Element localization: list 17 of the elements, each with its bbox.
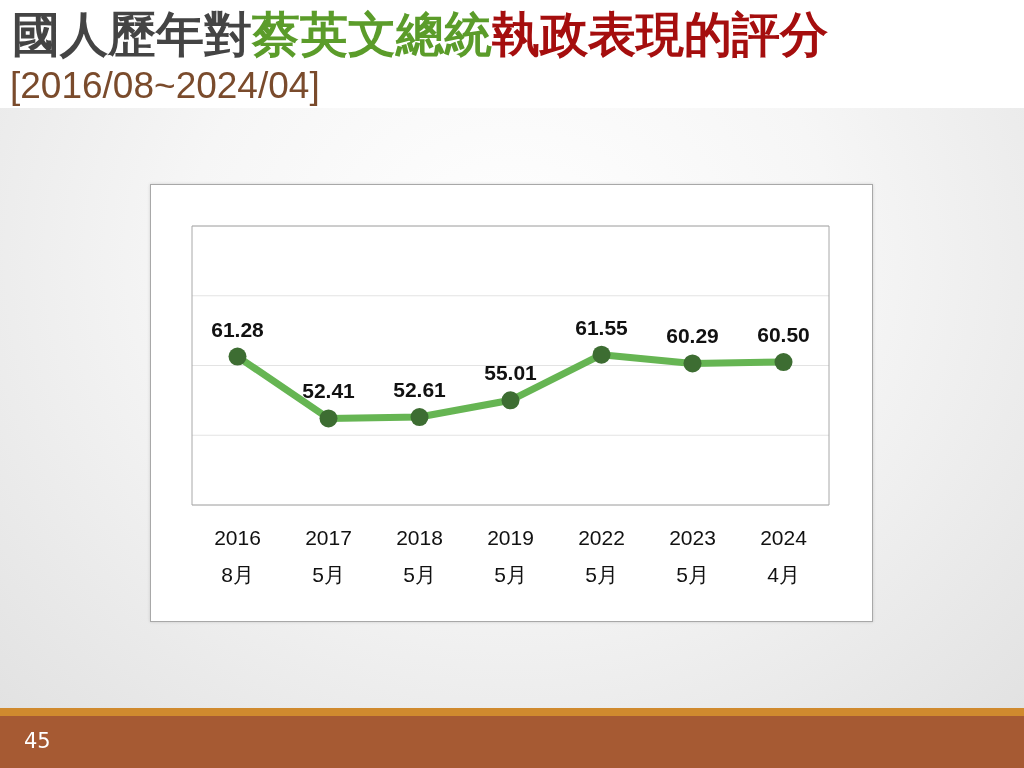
data-label: 60.29 — [666, 324, 719, 348]
x-tick-label: 2024 4月 — [760, 526, 808, 586]
x-tick-label: 2023 5月 — [669, 526, 716, 586]
text: 45 — [24, 729, 51, 753]
data-label: 52.61 — [393, 378, 447, 402]
x-tick-label: 2017 5月 — [305, 526, 352, 586]
data-label: 61.28 — [211, 317, 265, 341]
data-label: 55.01 — [484, 361, 538, 385]
chart-title: 國人歷年對蔡英文總統執政表現的評分 — [12, 6, 828, 62]
x-tick-label: 2022 5月 — [578, 526, 625, 586]
chart-subtitle: [2016/08~2024/04] — [10, 65, 320, 106]
data-label: 52.41 — [302, 379, 356, 403]
data-label: 60.50 — [757, 323, 810, 347]
x-tick-label: 2019 5月 — [487, 526, 534, 586]
x-tick-label: 2016 8月 — [214, 526, 261, 586]
data-label: 61.55 — [575, 315, 629, 339]
x-tick-label: 2018 5月 — [396, 526, 443, 586]
